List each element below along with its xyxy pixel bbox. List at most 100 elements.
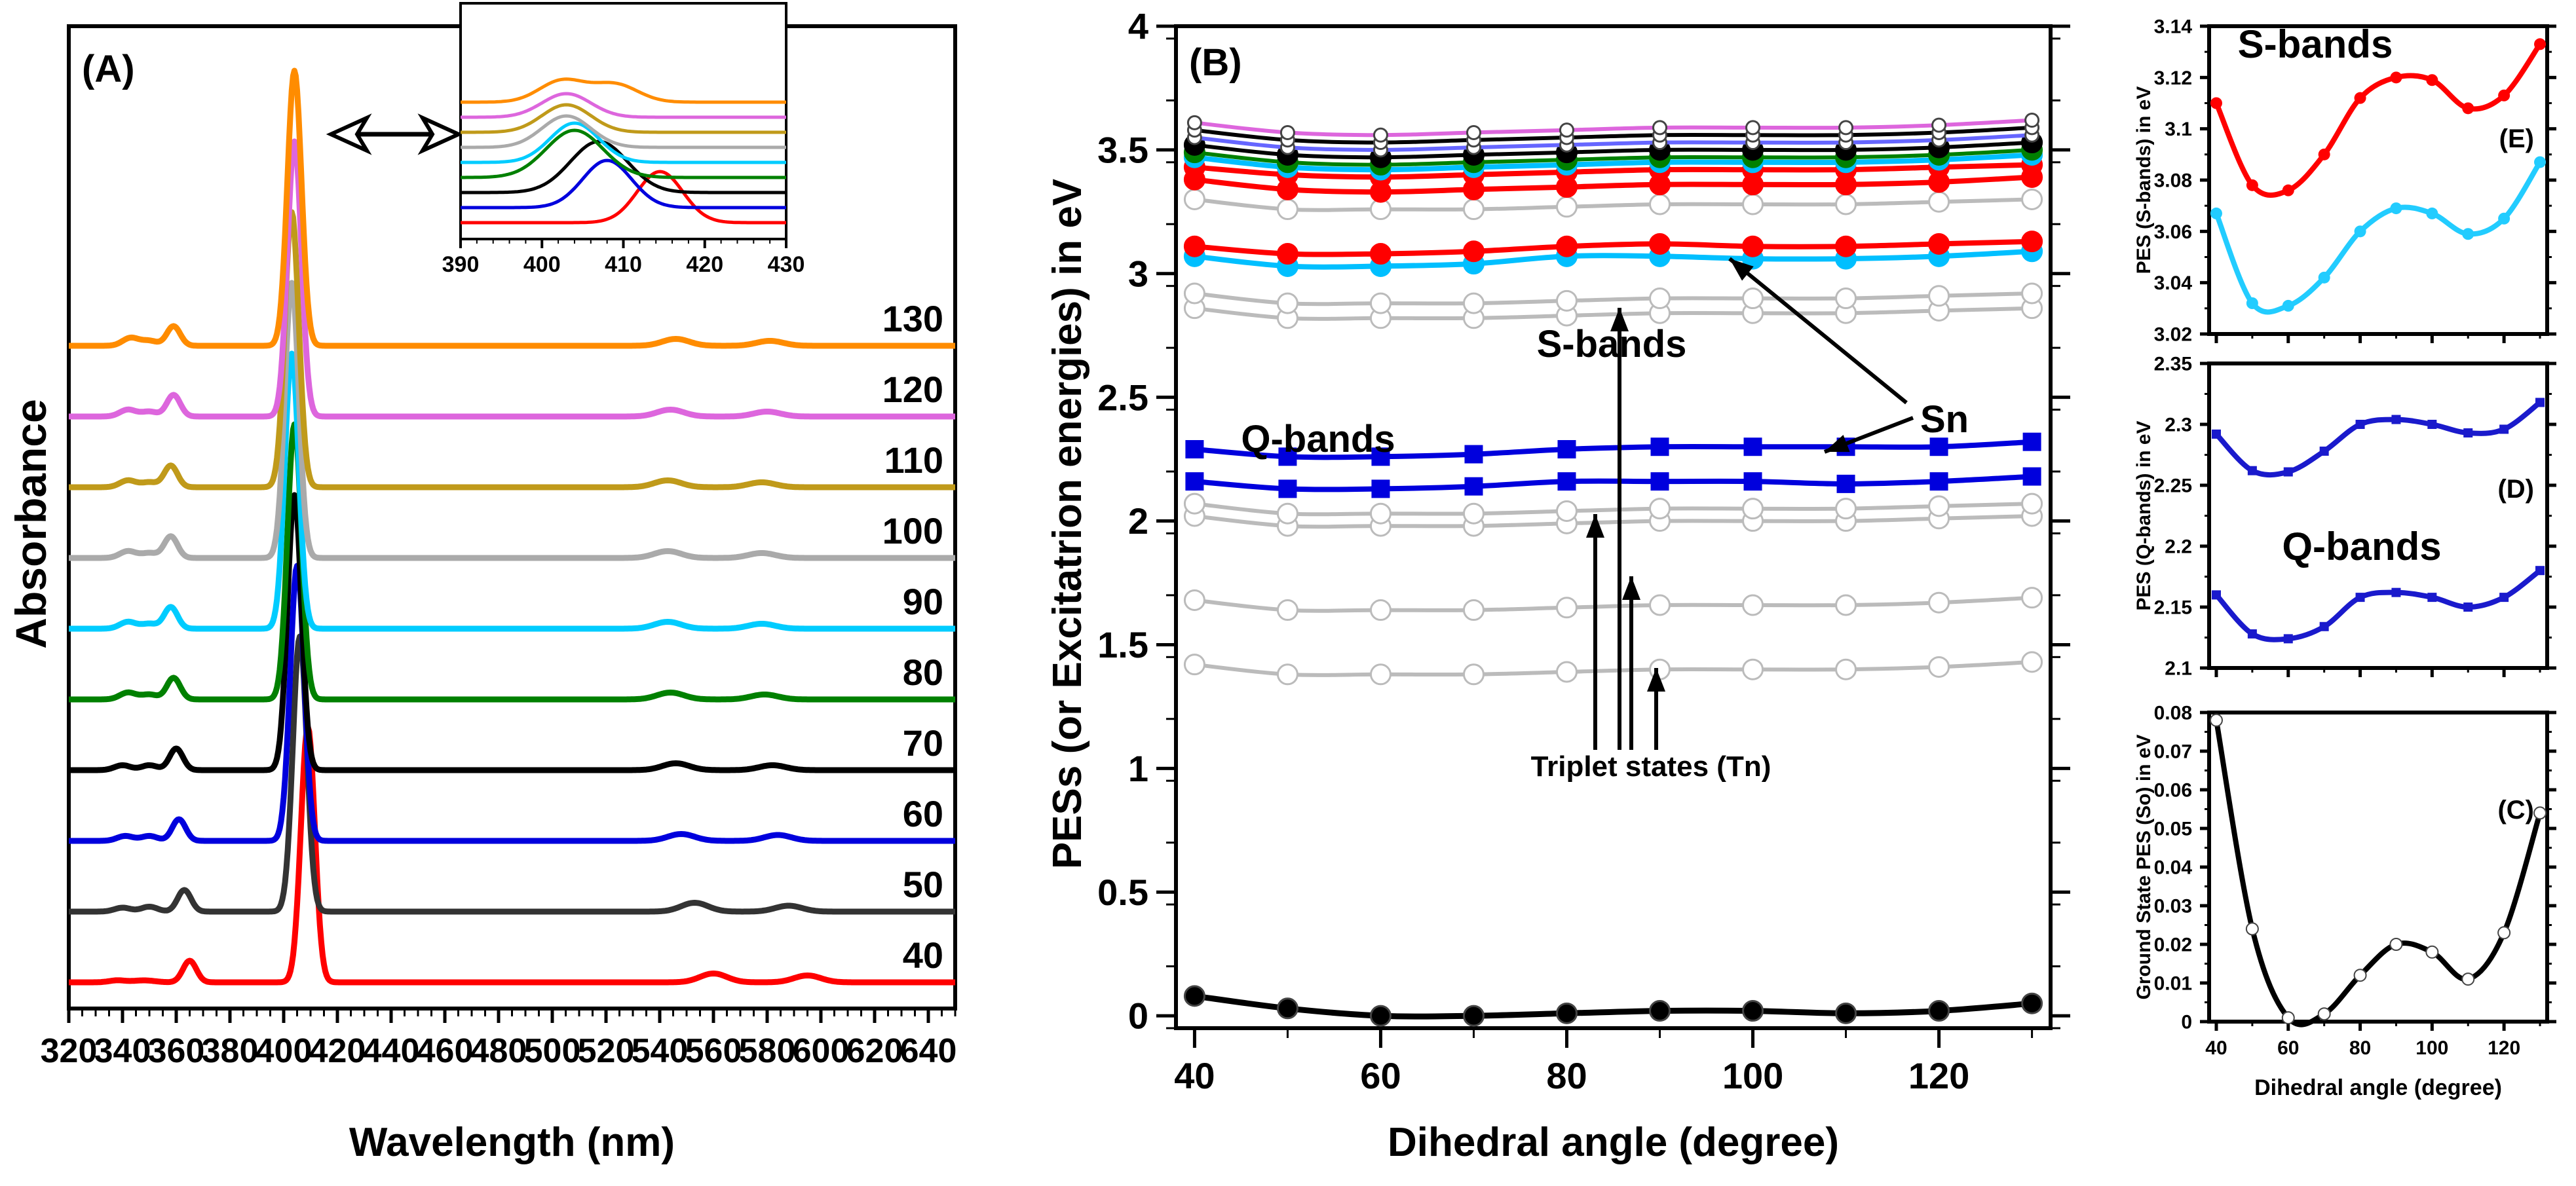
inset-line-90 — [461, 114, 786, 149]
b-marker-T6 — [1555, 289, 1578, 312]
d-marker — [2355, 593, 2365, 602]
spectrum-line-70 — [67, 492, 957, 773]
d-line-0 — [2214, 400, 2542, 478]
c-marker — [2281, 1011, 2295, 1025]
b-marker-S2 — [1649, 232, 1671, 255]
inset-line-80 — [461, 121, 786, 164]
d-marker — [2463, 602, 2473, 612]
d-marker — [2283, 467, 2293, 477]
b-marker-T6 — [1649, 287, 1671, 310]
c-ytick-label-0.07: 0.07 — [2154, 741, 2192, 763]
d-marker — [2247, 466, 2257, 475]
inset-line-50 — [461, 158, 786, 210]
b-line-S9 — [1194, 125, 2032, 145]
b-marker-T4 — [1183, 492, 1205, 515]
b-marker-T2 — [1835, 594, 1857, 616]
spectrum-label-40: 40 — [903, 935, 943, 976]
d-title: Q-bands — [2282, 525, 2441, 568]
d-ytick-label-2.2: 2.2 — [2165, 536, 2192, 558]
e-marker — [2354, 225, 2366, 238]
b-marker-T7 — [1835, 193, 1857, 215]
b-line-S3 — [1194, 174, 2032, 195]
spectrum-line-60 — [67, 563, 957, 844]
b-marker-Q1 — [1929, 472, 1948, 491]
b-line-S4 — [1194, 162, 2032, 180]
b-xtick-label-80: 80 — [1546, 1055, 1587, 1096]
spectrum-label-120: 120 — [882, 369, 943, 410]
b-marker-T4 — [1742, 498, 1764, 520]
b-xlabel: Dihedral angle (degree) — [1388, 1120, 1839, 1165]
d-marker — [2535, 566, 2545, 576]
b-marker-T6 — [2021, 282, 2043, 305]
b-line-S6 — [1194, 147, 2032, 167]
b-line-S1 — [1194, 248, 2032, 270]
b-ytick-label-1.5: 1.5 — [1097, 624, 1148, 665]
b-marker-T7 — [1928, 191, 1950, 213]
b-marker-T2 — [1742, 594, 1764, 616]
b-marker-Q1 — [2022, 467, 2041, 486]
e-marker — [2498, 212, 2510, 225]
b-marker-T2 — [1649, 594, 1671, 616]
spectrum-line-40 — [67, 724, 957, 986]
b-marker-S2 — [1369, 243, 1392, 265]
inset-frame — [459, 2, 787, 240]
a-xtick-label-420: 420 — [309, 1032, 366, 1070]
spectrum-label-100: 100 — [882, 510, 943, 551]
c-ytick-label-0.02: 0.02 — [2154, 935, 2192, 956]
c-xtick-label-80: 80 — [2349, 1037, 2371, 1059]
b-marker-T4 — [1555, 500, 1578, 522]
e-marker — [2426, 74, 2438, 86]
b-marker-T2 — [1462, 599, 1485, 621]
b-annot-triplet: Triplet states (Tn) — [1531, 751, 1771, 783]
b-marker-S2 — [1462, 240, 1485, 263]
a-xtick-label-360: 360 — [148, 1032, 205, 1070]
e-ytick-label-3.1: 3.1 — [2165, 119, 2192, 140]
b-marker-T7 — [1649, 193, 1671, 215]
spectrum-line-110 — [67, 209, 957, 491]
b-line-S8 — [1194, 133, 2032, 152]
a-xtick-label-380: 380 — [202, 1032, 259, 1070]
b-marker-S2 — [1276, 243, 1298, 265]
e-panel-label: (E) — [2499, 124, 2534, 153]
b-ytick-label-3: 3 — [1128, 253, 1148, 294]
a-xlabel: Wavelength (nm) — [349, 1120, 675, 1165]
b-line-S2 — [1194, 238, 2032, 257]
sn-arrow-lower-head — [1825, 434, 1850, 453]
b-marker-T7 — [2021, 188, 2043, 210]
b-marker-Q1 — [1185, 472, 1204, 491]
d-marker — [2535, 398, 2545, 407]
b-marker-Q2 — [1743, 437, 1762, 456]
b-marker-S10 — [1745, 120, 1761, 136]
inset-xtick-label-410: 410 — [605, 252, 642, 277]
triplet-arrow-3-head — [1622, 576, 1640, 600]
b-ytick-label-2.5: 2.5 — [1097, 377, 1148, 418]
d-marker — [2427, 593, 2437, 602]
d-marker — [2499, 424, 2509, 434]
b-marker-S0 — [1555, 1002, 1578, 1024]
c-marker — [2497, 926, 2511, 940]
b-line-T7 — [1194, 197, 2032, 212]
c-panel-label: (C) — [2497, 796, 2534, 825]
sn-arrow-upper — [1728, 257, 1908, 405]
c-ylabel: Ground State PES (So) in eV — [2133, 734, 2155, 999]
c-marker — [2209, 713, 2223, 727]
b-marker-Q2 — [1929, 437, 1948, 456]
e-ytick-label-3.08: 3.08 — [2154, 170, 2192, 192]
b-xtick-label-40: 40 — [1174, 1055, 1215, 1096]
e-marker — [2354, 92, 2366, 104]
c-xlabel: Dihedral angle (degree) — [2254, 1075, 2502, 1100]
e-marker — [2246, 297, 2258, 309]
a-panel-label: (A) — [82, 48, 135, 90]
b-marker-Q1 — [1278, 479, 1297, 498]
b-marker-T1 — [2021, 651, 2043, 673]
d-marker — [2211, 429, 2221, 439]
e-line-0 — [2214, 43, 2543, 198]
a-xtick-label-580: 580 — [739, 1032, 796, 1070]
b-marker-T1 — [1369, 663, 1392, 686]
b-line-S0 — [1194, 993, 2032, 1020]
b-marker-T7 — [1462, 198, 1485, 221]
spectrum-line-120 — [67, 138, 957, 420]
b-marker-Q1 — [1371, 479, 1390, 498]
e-marker — [2426, 207, 2438, 219]
inset-line-100 — [461, 103, 786, 134]
